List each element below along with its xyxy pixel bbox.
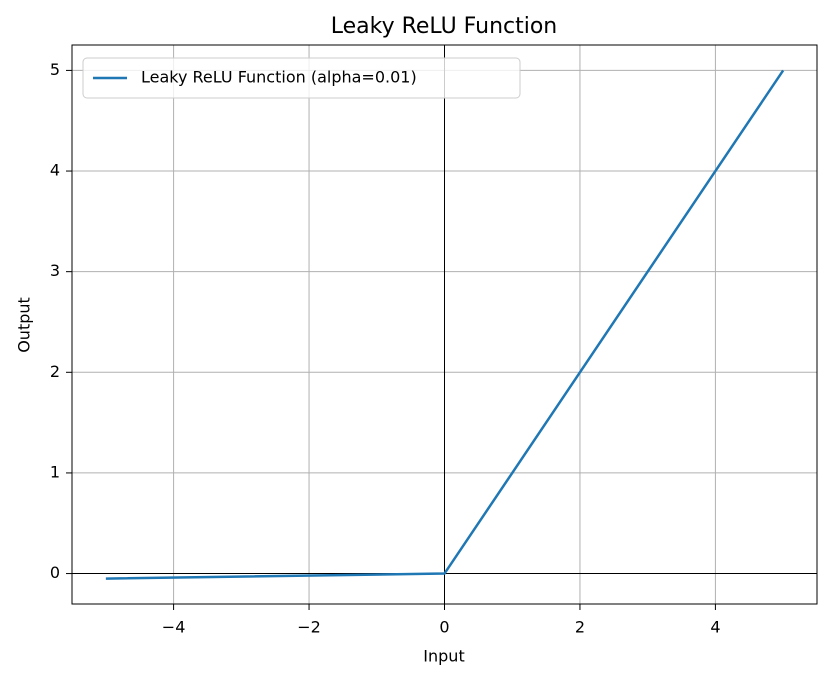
y-tick-label: 5: [50, 60, 60, 79]
legend-label: Leaky ReLU Function (alpha=0.01): [141, 68, 417, 87]
x-tick-label: −4: [162, 618, 186, 637]
y-tick-label: 2: [50, 362, 60, 381]
x-tick-label: −2: [297, 618, 321, 637]
x-tick-label: 4: [710, 618, 720, 637]
x-tick-label: 2: [575, 618, 585, 637]
line-series: [105, 69, 785, 580]
chart-title: Leaky ReLU Function: [331, 14, 558, 39]
y-tick-label: 4: [50, 161, 60, 180]
y-tick-label: 3: [50, 261, 60, 280]
legend-box: [82, 57, 521, 99]
x-axis-label: Input: [423, 647, 464, 666]
x-tick-label: 0: [439, 618, 449, 637]
plot-frame: [71, 44, 818, 605]
y-axis-label: Output: [15, 297, 34, 353]
y-tick-label: 0: [50, 563, 60, 582]
y-tick-label: 1: [50, 462, 60, 481]
